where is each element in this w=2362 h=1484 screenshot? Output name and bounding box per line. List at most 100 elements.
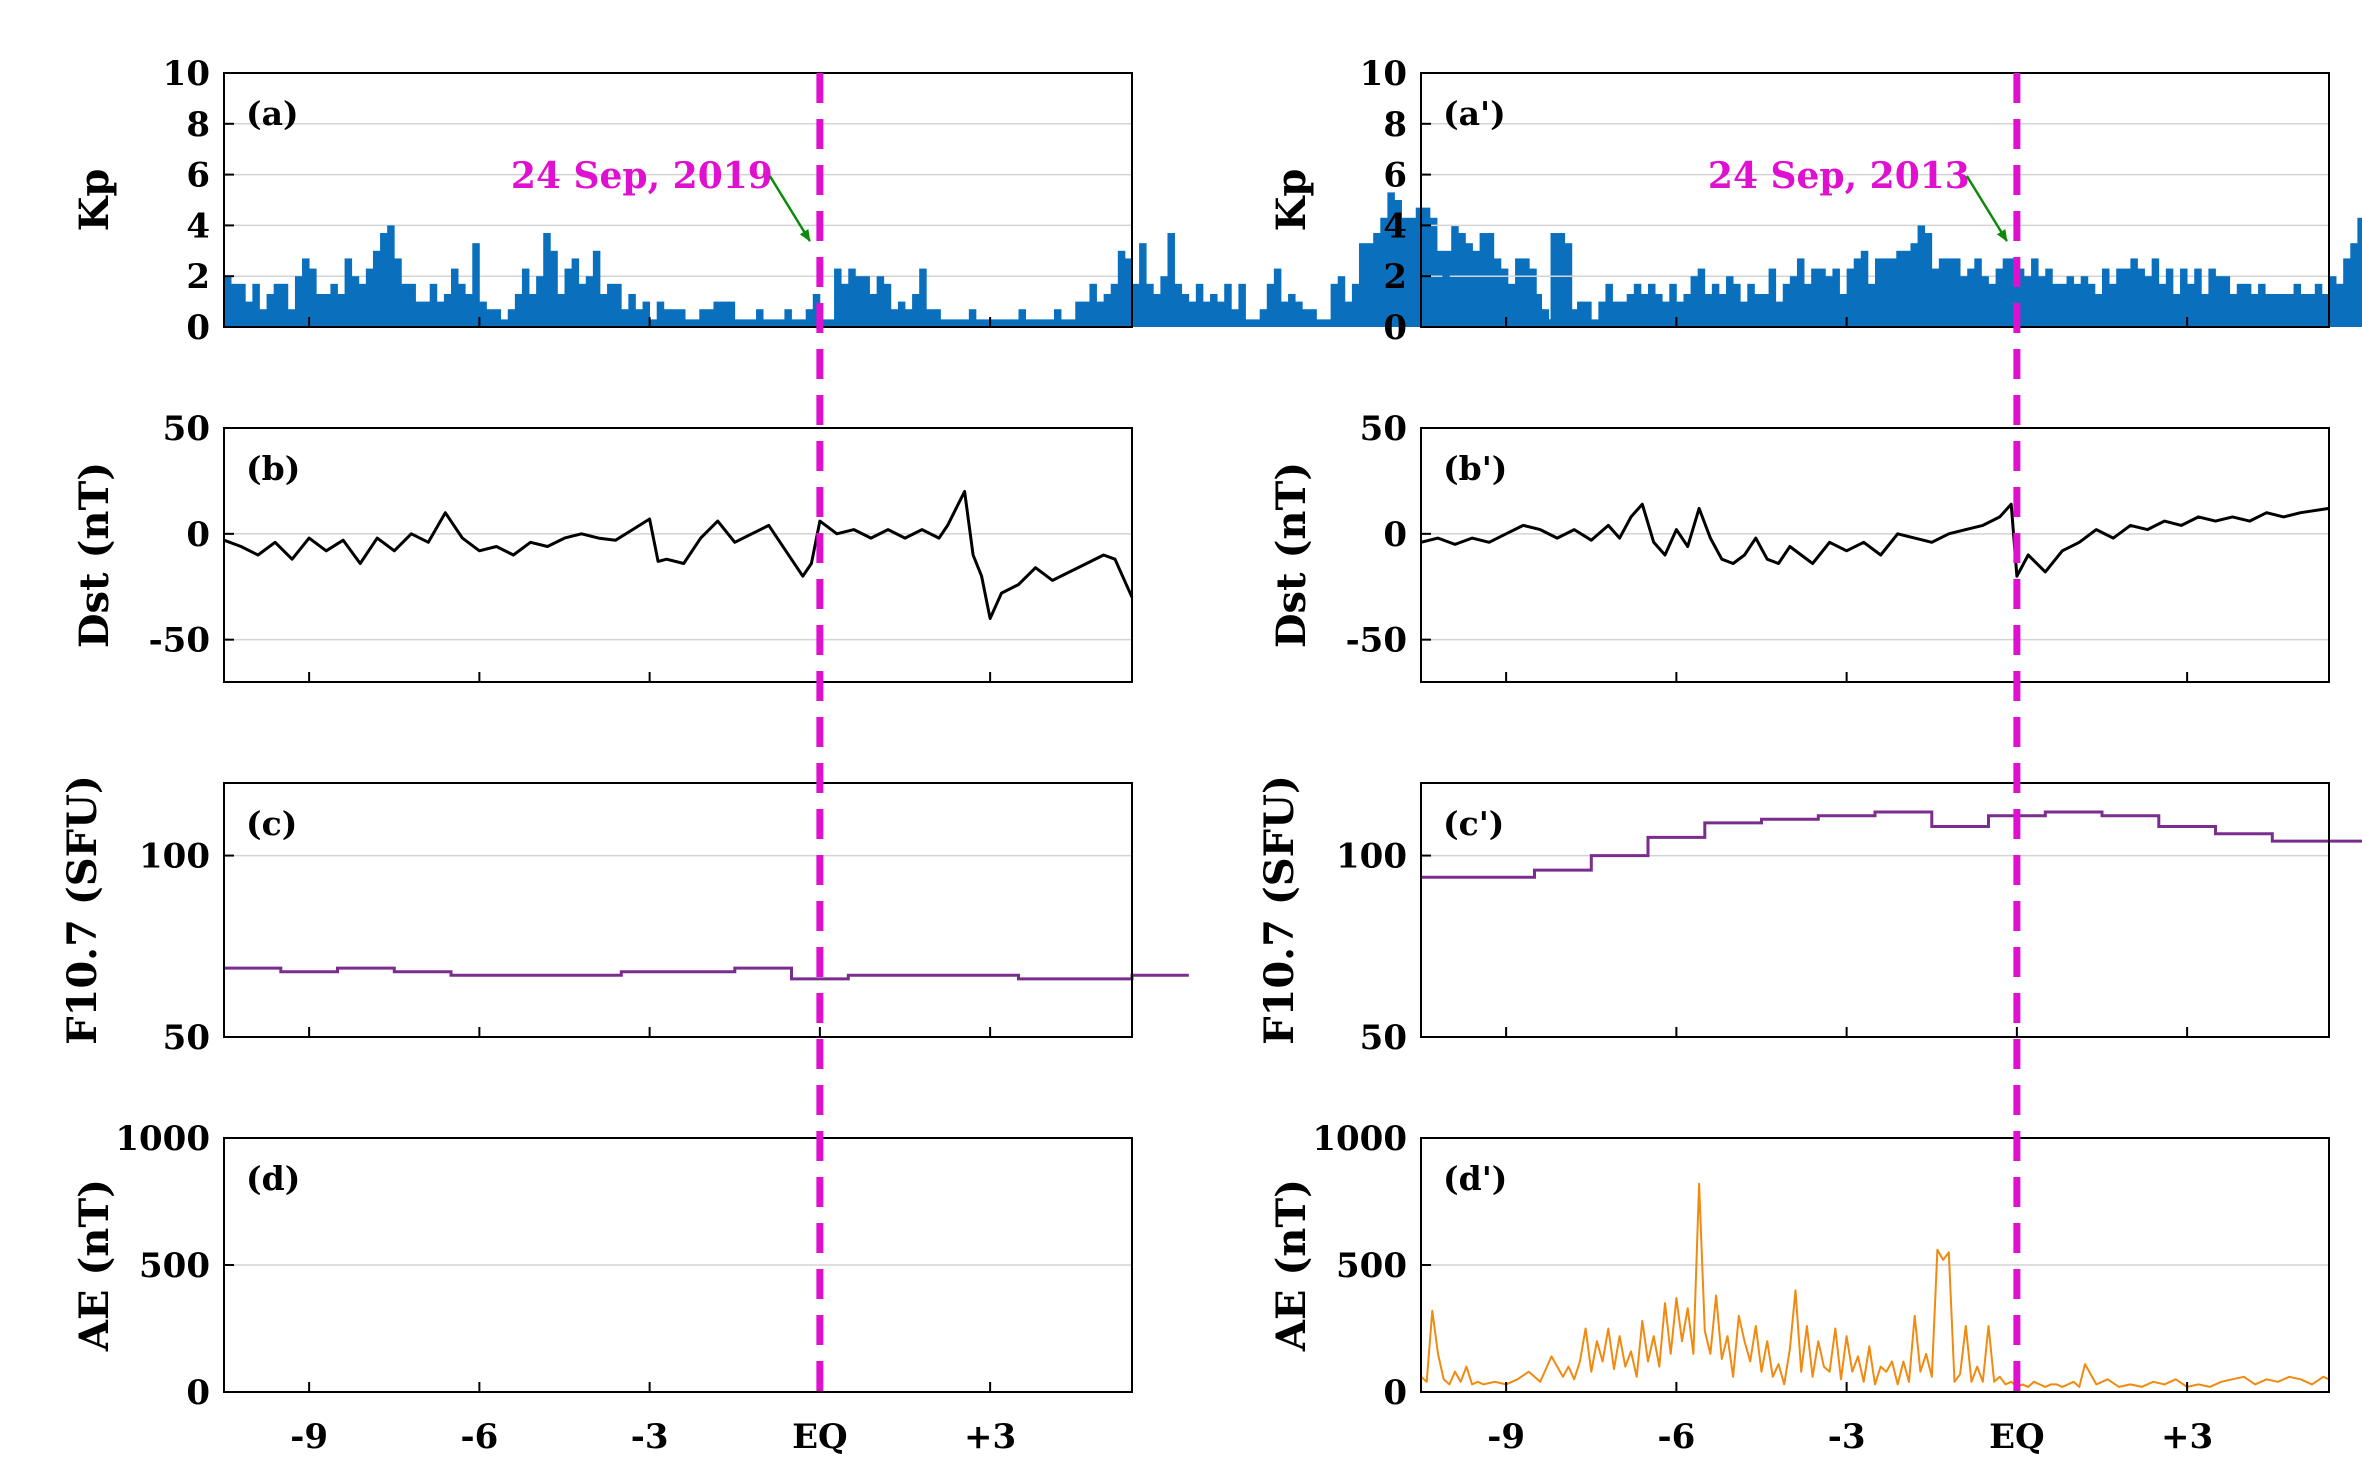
y-tick-label: 500 xyxy=(139,1246,210,1286)
y-tick-label: 2 xyxy=(1383,257,1407,297)
kp-bar xyxy=(1662,301,1670,327)
kp-bar xyxy=(1938,258,1947,327)
kp-bar xyxy=(2002,258,2011,327)
kp-bar xyxy=(1507,283,1516,327)
panel-d: 0 500 1000 -9 -6 -3 EQ +3 (d) AE (nT) xyxy=(71,1119,1133,1457)
kp-bar xyxy=(1380,217,1388,327)
kp-bar xyxy=(1408,217,1417,327)
kp-bar xyxy=(1486,233,1495,327)
kp-bar xyxy=(2031,258,2039,327)
kp-bar xyxy=(323,293,331,327)
kp-bar xyxy=(1534,293,1542,327)
kp-bar xyxy=(2201,293,2209,327)
kp-bar xyxy=(1032,319,1041,327)
kp-bar xyxy=(954,319,963,327)
kp-bar xyxy=(841,283,849,327)
y-tick-label: 4 xyxy=(1383,206,1407,246)
kp-bar xyxy=(1231,309,1239,327)
kp-bar xyxy=(1330,283,1339,327)
panel-a-prime: 0 2 4 6 8 10 (a') Kp 24 Sep, 2013 xyxy=(1268,54,2362,348)
kp-bar xyxy=(1224,283,1232,327)
kp-bar xyxy=(1825,276,1833,327)
kp-bar xyxy=(1387,192,1395,327)
kp-bar xyxy=(1522,258,1530,327)
kp-bar xyxy=(940,319,948,327)
kp-bar xyxy=(968,309,977,327)
kp-bar xyxy=(678,309,686,327)
kp-bar xyxy=(1401,217,1410,327)
kp-bar xyxy=(649,319,658,327)
kp-bar xyxy=(1484,309,1493,327)
kp-bar xyxy=(2059,283,2067,327)
y-tick-label: 100 xyxy=(1336,837,1407,877)
kp-bar xyxy=(1089,283,1097,327)
kp-bar xyxy=(1309,309,1317,327)
y-tick-label: 100 xyxy=(139,837,210,877)
kp-bar xyxy=(2045,268,2053,327)
kp-bar xyxy=(259,309,267,327)
panel-b: -50 0 50 (b) Dst (nT) xyxy=(71,409,1134,683)
kp-bar xyxy=(1323,319,1332,327)
kp-bar xyxy=(890,309,899,327)
kp-bar xyxy=(550,250,558,327)
kp-bar xyxy=(1924,233,1933,327)
kp-bar xyxy=(1437,250,1445,327)
kp-bar xyxy=(557,293,565,327)
kp-bar xyxy=(656,301,665,327)
kp-bar xyxy=(706,309,714,327)
y-axis-label: AE (nT) xyxy=(1268,1179,1315,1352)
kp-bar xyxy=(1302,309,1310,327)
axes-frame xyxy=(223,427,1133,683)
kp-bar xyxy=(592,250,601,327)
kp-bar xyxy=(2258,283,2266,327)
kp-bar xyxy=(1761,293,1769,327)
kp-bar xyxy=(1394,200,1402,327)
ae-series-line xyxy=(1420,1182,2330,1388)
kp-bar xyxy=(224,276,232,327)
kp-bar xyxy=(2208,268,2216,327)
kp-bar xyxy=(1882,258,1890,327)
kp-bar xyxy=(387,225,395,327)
kp-bar xyxy=(394,258,402,327)
kp-bar xyxy=(2300,293,2309,327)
kp-bar xyxy=(1839,293,1848,327)
kp-bar xyxy=(1903,250,1911,327)
kp-bar xyxy=(2194,268,2202,327)
kp-bar xyxy=(280,283,289,327)
kp-bar xyxy=(1288,293,1296,327)
kp-bar xyxy=(1669,283,1677,327)
y-axis-label: Kp xyxy=(71,169,118,232)
kp-bar xyxy=(1718,293,1727,327)
kp-bar xyxy=(1188,301,1197,327)
kp-bar xyxy=(997,319,1005,327)
kp-bar xyxy=(337,293,345,327)
kp-bar xyxy=(777,319,785,327)
kp-bar xyxy=(763,319,771,327)
kp-bar xyxy=(819,319,828,327)
kp-bar xyxy=(1520,309,1528,327)
panel-label: (c) xyxy=(246,804,297,843)
kp-bar xyxy=(294,276,303,327)
kp-bar xyxy=(1449,283,1457,327)
kp-bar xyxy=(2130,258,2138,327)
kp-bar xyxy=(1422,207,1431,327)
x-tick-label: +3 xyxy=(2161,1417,2213,1457)
kp-bar xyxy=(1811,268,1819,327)
kp-bar xyxy=(1967,268,1975,327)
kp-bar xyxy=(848,268,856,327)
kp-bar xyxy=(1557,233,1566,327)
kp-bar xyxy=(1577,301,1585,327)
kp-bar xyxy=(1245,319,1253,327)
kp-bar xyxy=(1458,233,1466,327)
kp-bar xyxy=(1217,301,1225,327)
kp-bar xyxy=(1195,283,1204,327)
kp-bar xyxy=(869,293,878,327)
kp-bar xyxy=(1415,207,1424,327)
kp-bar xyxy=(784,309,792,327)
kp-bar xyxy=(1917,225,1926,327)
kp-bar xyxy=(1875,258,1883,327)
kp-bar xyxy=(1910,243,1918,327)
kp-bar xyxy=(670,309,679,327)
kp-bar xyxy=(2158,283,2167,327)
